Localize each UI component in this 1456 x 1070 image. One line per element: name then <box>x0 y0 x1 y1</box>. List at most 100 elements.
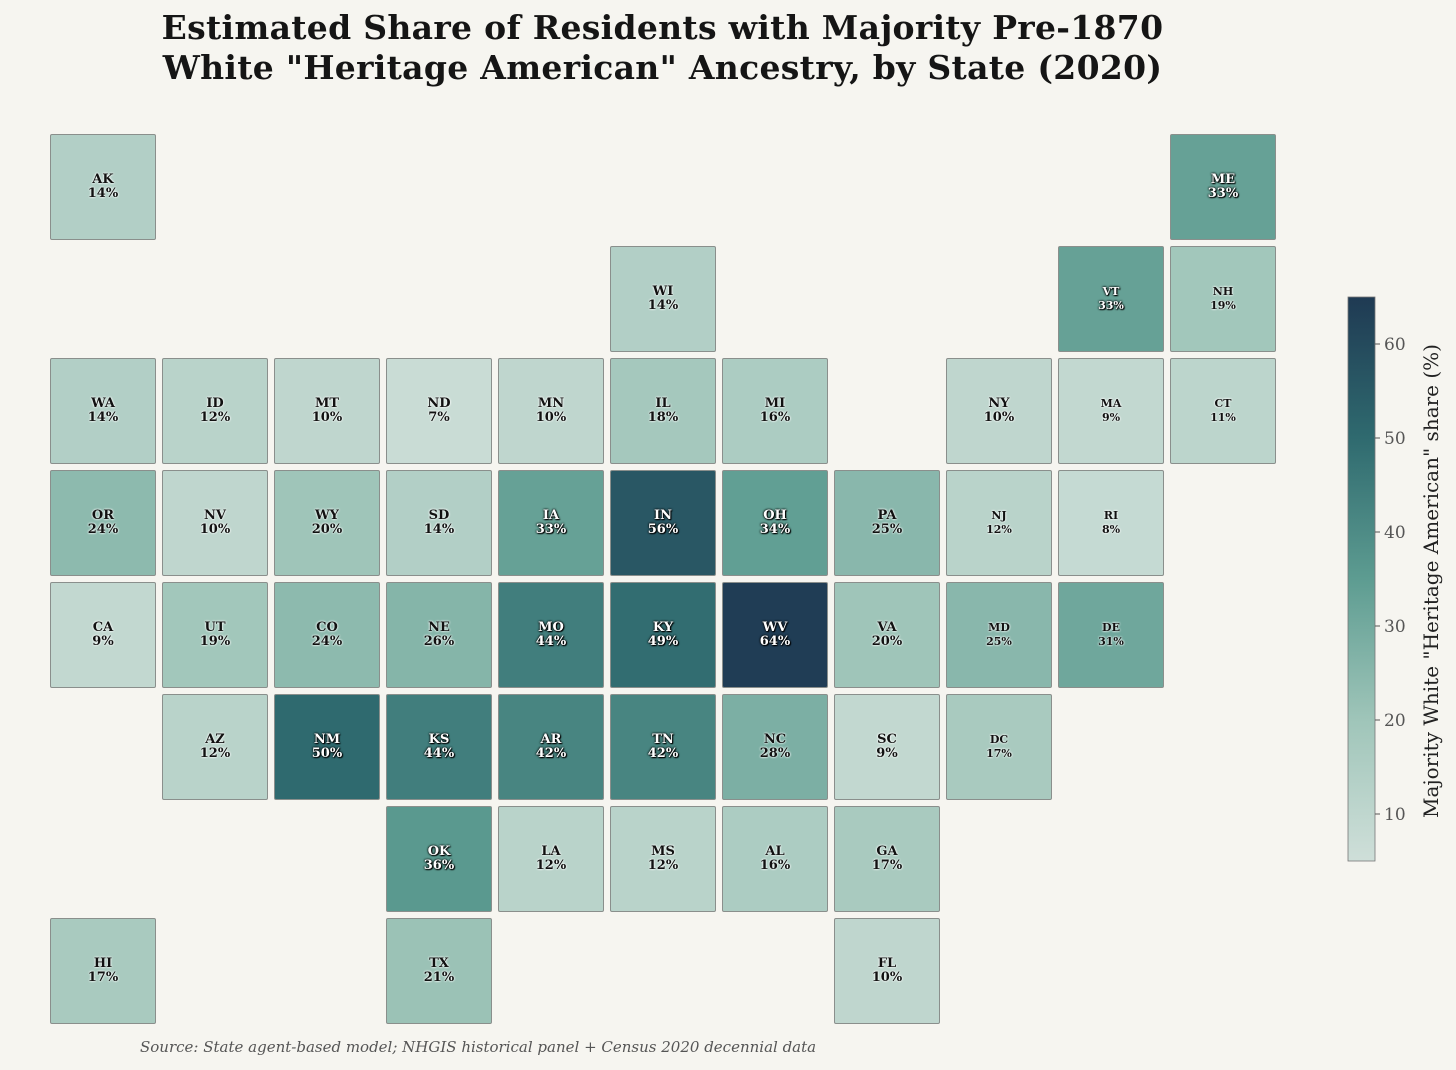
state-abbr: SD <box>428 508 450 523</box>
state-abbr: DE <box>1102 621 1120 634</box>
state-value: 12% <box>986 523 1012 536</box>
state-tile-ky: KY 49% <box>610 582 716 688</box>
state-abbr: VT <box>1102 285 1120 298</box>
state-value: 14% <box>87 410 119 425</box>
colorbar: 10 20 30 40 50 60 Majority White "Heritage Ame… <box>1347 296 1443 862</box>
state-abbr: AK <box>92 172 114 187</box>
state-abbr: NM <box>313 732 341 747</box>
state-abbr: CA <box>92 620 114 635</box>
state-abbr: GA <box>876 844 898 859</box>
state-tile-wa: WA 14% <box>50 358 156 464</box>
state-tile-nj: NJ 12% <box>946 470 1052 576</box>
state-abbr: LA <box>541 844 561 859</box>
state-value: 42% <box>535 746 567 761</box>
state-abbr: MI <box>764 396 786 411</box>
state-value: 10% <box>199 522 231 537</box>
state-tile-ar: AR 42% <box>498 694 604 800</box>
state-value: 24% <box>87 522 119 537</box>
state-tile-ia: IA 33% <box>498 470 604 576</box>
colorbar-tick-label: 20 <box>1384 711 1406 731</box>
state-value: 21% <box>423 970 455 985</box>
state-tile-nd: ND 7% <box>386 358 492 464</box>
state-abbr: UT <box>204 620 226 635</box>
state-abbr: ND <box>427 396 451 411</box>
state-abbr: HI <box>93 956 113 971</box>
state-value: 11% <box>1210 411 1236 424</box>
state-tile-hi: HI 17% <box>50 918 156 1024</box>
state-abbr: WI <box>652 284 674 299</box>
state-tile-mi: MI 16% <box>722 358 828 464</box>
state-tile-ms: MS 12% <box>610 806 716 912</box>
state-value: 33% <box>1098 299 1124 312</box>
state-value: 8% <box>1101 523 1121 536</box>
state-value: 31% <box>1098 635 1124 648</box>
state-value: 44% <box>423 746 455 761</box>
state-tile-co: CO 24% <box>274 582 380 688</box>
state-tile-ca: CA 9% <box>50 582 156 688</box>
state-abbr: MT <box>314 396 340 411</box>
state-tile-tx: TX 21% <box>386 918 492 1024</box>
state-tile-nm: NM 50% <box>274 694 380 800</box>
state-tile-sd: SD 14% <box>386 470 492 576</box>
state-tile-ut: UT 19% <box>162 582 268 688</box>
state-value: 24% <box>311 634 343 649</box>
state-value: 9% <box>1101 411 1121 424</box>
state-value: 28% <box>759 746 791 761</box>
state-abbr: PA <box>877 508 897 523</box>
colorbar-tick-label: 40 <box>1384 523 1406 543</box>
state-value: 10% <box>535 410 567 425</box>
state-abbr: NY <box>988 396 1010 411</box>
state-abbr: WV <box>762 620 788 635</box>
colorbar-tick-label: 30 <box>1384 617 1406 637</box>
state-value: 19% <box>199 634 231 649</box>
state-value: 18% <box>647 410 679 425</box>
state-value: 33% <box>535 522 567 537</box>
state-value: 56% <box>647 522 679 537</box>
state-value: 10% <box>871 970 903 985</box>
state-abbr: MS <box>651 844 675 859</box>
state-tile-al: AL 16% <box>722 806 828 912</box>
state-abbr: IN <box>654 508 672 523</box>
state-value: 25% <box>871 522 903 537</box>
state-tile-id: ID 12% <box>162 358 268 464</box>
state-tile-me: ME 33% <box>1170 134 1276 240</box>
state-value: 9% <box>876 746 898 761</box>
map-title: Estimated Share of Residents with Majori… <box>0 8 1325 88</box>
state-tile-ma: MA 9% <box>1058 358 1164 464</box>
state-abbr: WA <box>91 396 115 411</box>
state-tile-mo: MO 44% <box>498 582 604 688</box>
state-abbr: NV <box>204 508 226 523</box>
colorbar-gradient <box>1347 296 1376 862</box>
colorbar-tick-label: 60 <box>1384 335 1406 355</box>
state-value: 17% <box>986 747 1012 760</box>
state-tile-nh: NH 19% <box>1170 246 1276 352</box>
state-abbr: AZ <box>205 732 225 747</box>
state-tile-ak: AK 14% <box>50 134 156 240</box>
state-tile-or: OR 24% <box>50 470 156 576</box>
state-tile-tn: TN 42% <box>610 694 716 800</box>
state-abbr: KY <box>652 620 674 635</box>
state-abbr: WY <box>315 508 339 523</box>
state-abbr: AL <box>765 844 785 859</box>
state-tile-fl: FL 10% <box>834 918 940 1024</box>
state-value: 14% <box>647 298 679 313</box>
state-value: 16% <box>759 858 791 873</box>
state-abbr: FL <box>877 956 897 971</box>
state-value: 44% <box>535 634 567 649</box>
state-abbr: MO <box>538 620 564 635</box>
state-abbr: OH <box>763 508 787 523</box>
colorbar-label: Majority White "Heritage American" share… <box>1419 344 1443 818</box>
state-abbr: IL <box>655 396 671 411</box>
state-value: 50% <box>311 746 343 761</box>
state-value: 14% <box>87 186 119 201</box>
state-value: 33% <box>1207 186 1239 201</box>
state-abbr: TN <box>652 732 674 747</box>
state-tile-ct: CT 11% <box>1170 358 1276 464</box>
state-tile-va: VA 20% <box>834 582 940 688</box>
state-value: 42% <box>647 746 679 761</box>
state-abbr: AR <box>540 732 562 747</box>
state-abbr: TX <box>429 956 449 971</box>
map-title-line-1: Estimated Share of Residents with Majori… <box>161 8 1164 47</box>
state-abbr: OR <box>91 508 115 523</box>
state-tile-pa: PA 25% <box>834 470 940 576</box>
